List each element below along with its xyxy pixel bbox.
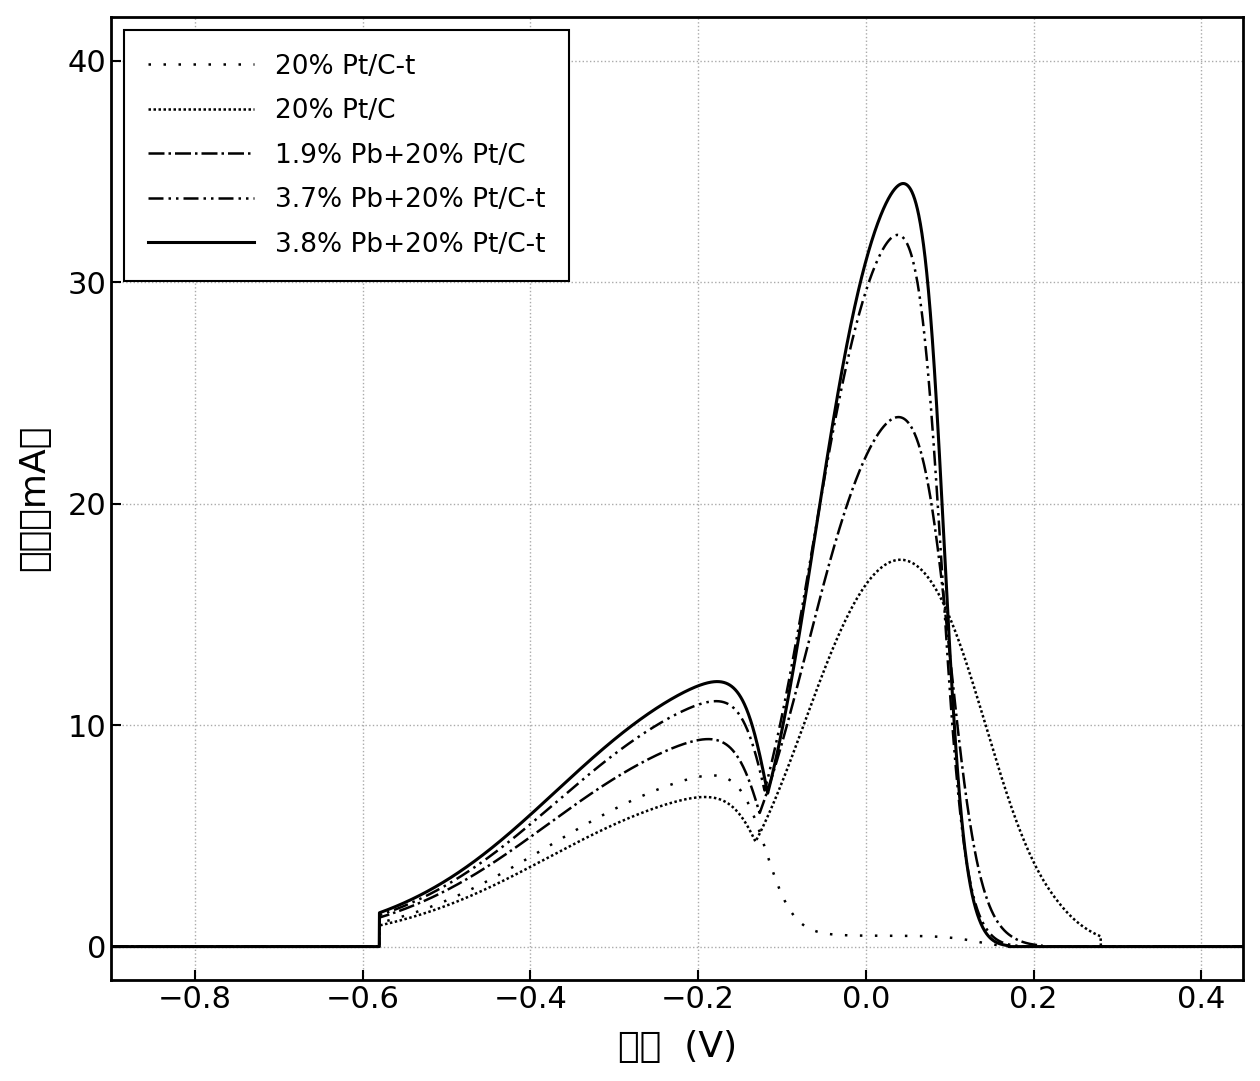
- 3.8% Pb+20% Pt/C-t: [949, 745, 964, 758]
- 20% Pt/C-t: [1236, 940, 1251, 953]
- 3.8% Pb+20% Pt/C-t: [103, 940, 118, 953]
- 1.9% Pb+20% Pt/C: [840, 497, 856, 510]
- 1.9% Pb+20% Pt/C: [1034, 940, 1050, 953]
- 20% Pt/C: [1034, 871, 1050, 884]
- 1.9% Pb+20% Pt/C: [103, 940, 118, 953]
- 1.9% Pb+20% Pt/C: [891, 411, 906, 424]
- 20% Pt/C-t: [782, 904, 798, 917]
- 3.7% Pb+20% Pt/C-t: [890, 228, 905, 241]
- Line: 3.8% Pb+20% Pt/C-t: 3.8% Pb+20% Pt/C-t: [111, 184, 1244, 947]
- 3.7% Pb+20% Pt/C-t: [536, 806, 551, 819]
- Line: 3.7% Pb+20% Pt/C-t: 3.7% Pb+20% Pt/C-t: [111, 235, 1244, 947]
- Line: 20% Pt/C-t: 20% Pt/C-t: [111, 775, 1244, 947]
- 3.7% Pb+20% Pt/C-t: [103, 940, 118, 953]
- 20% Pt/C-t: [704, 769, 719, 782]
- 1.9% Pb+20% Pt/C: [949, 707, 964, 720]
- 1.9% Pb+20% Pt/C: [309, 940, 324, 953]
- 20% Pt/C: [840, 610, 856, 623]
- 20% Pt/C-t: [309, 940, 324, 953]
- 3.8% Pb+20% Pt/C-t: [782, 681, 798, 694]
- 1.9% Pb+20% Pt/C: [536, 820, 551, 833]
- 3.8% Pb+20% Pt/C-t: [309, 940, 324, 953]
- 3.7% Pb+20% Pt/C-t: [1236, 940, 1251, 953]
- Line: 1.9% Pb+20% Pt/C: 1.9% Pb+20% Pt/C: [111, 417, 1244, 947]
- 1.9% Pb+20% Pt/C: [1236, 940, 1251, 953]
- 20% Pt/C-t: [536, 842, 551, 855]
- Y-axis label: 电流（mA）: 电流（mA）: [16, 425, 50, 572]
- X-axis label: 电势  (V): 电势 (V): [617, 1030, 737, 1065]
- Legend: 20% Pt/C-t, 20% Pt/C, 1.9% Pb+20% Pt/C, 3.7% Pb+20% Pt/C-t, 3.8% Pb+20% Pt/C-t: 20% Pt/C-t, 20% Pt/C, 1.9% Pb+20% Pt/C, …: [125, 30, 570, 281]
- 20% Pt/C-t: [840, 929, 856, 942]
- 20% Pt/C: [309, 940, 324, 953]
- 3.7% Pb+20% Pt/C-t: [1034, 940, 1050, 953]
- 3.8% Pb+20% Pt/C-t: [536, 796, 551, 809]
- 20% Pt/C: [782, 755, 798, 768]
- 20% Pt/C-t: [103, 940, 118, 953]
- 3.7% Pb+20% Pt/C-t: [309, 940, 324, 953]
- 3.8% Pb+20% Pt/C-t: [1034, 940, 1050, 953]
- 20% Pt/C: [536, 853, 551, 866]
- 3.8% Pb+20% Pt/C-t: [1236, 940, 1251, 953]
- 3.7% Pb+20% Pt/C-t: [782, 668, 798, 681]
- 1.9% Pb+20% Pt/C: [782, 707, 798, 720]
- 3.8% Pb+20% Pt/C-t: [896, 177, 911, 190]
- 3.7% Pb+20% Pt/C-t: [840, 355, 856, 368]
- 20% Pt/C: [893, 553, 908, 566]
- 20% Pt/C: [103, 940, 118, 953]
- 20% Pt/C: [949, 627, 964, 640]
- 3.7% Pb+20% Pt/C-t: [949, 764, 964, 777]
- 20% Pt/C: [1236, 940, 1251, 953]
- 20% Pt/C-t: [1034, 940, 1050, 953]
- 20% Pt/C-t: [949, 932, 964, 945]
- 3.8% Pb+20% Pt/C-t: [840, 335, 856, 348]
- Line: 20% Pt/C: 20% Pt/C: [111, 560, 1244, 947]
